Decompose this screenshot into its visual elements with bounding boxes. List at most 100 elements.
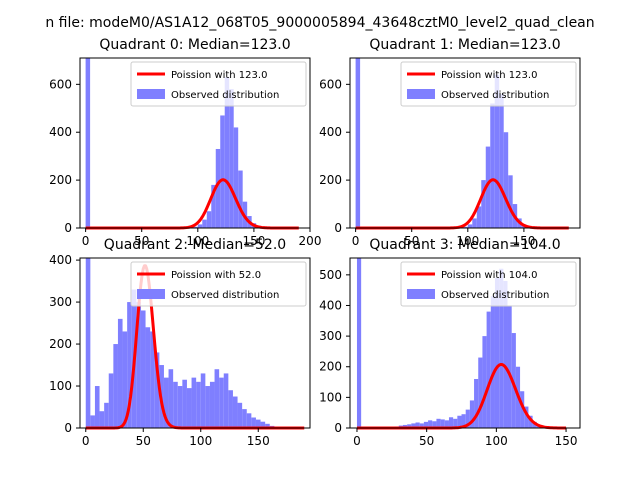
histogram-bar [94,386,100,428]
histogram-bar [415,422,420,428]
y-tick-label: 200 [319,173,342,187]
panel-2: 0 50 100 150 0 100 200 300 400 Poission with 52.0… [49,237,311,448]
panel-title: Quadrant 1: Median=123.0 [369,37,560,53]
panel-title: Quadrant 2: Median=52.0 [104,237,286,253]
histogram-bar [499,93,504,228]
histogram-bar [436,418,441,428]
legend-label-observed: Observed distribution [171,290,279,301]
histogram-bar [463,226,468,228]
histogram-bar [85,58,91,228]
histogram-bar [127,302,132,428]
histogram-bar [524,406,529,428]
x-tick-label: 100 [456,234,479,248]
y-tick-label: 300 [319,329,342,343]
histogram-bar [113,344,118,428]
y-tick-label: 600 [49,77,72,91]
histogram-bar [472,218,477,228]
histogram-bar [485,146,491,228]
histogram-bar [503,132,509,228]
histogram-bar [507,305,512,428]
x-tick-label: 100 [485,434,508,448]
histogram-bar [528,415,533,428]
legend-box [130,261,307,307]
histogram-bar [461,414,466,428]
histogram-bar [140,310,146,428]
histogram-bar [90,415,95,428]
histogram-bar [448,417,454,428]
x-tick-label: 0 [82,434,90,448]
histogram-bar [260,421,266,428]
y-tick-label: 200 [319,360,342,374]
legend-label-poisson: Poission with 123.0 [171,70,267,81]
histogram-bar [223,373,229,428]
legend-label-poisson: Poission with 104.0 [441,270,537,281]
x-tick-label: 150 [555,434,578,448]
poisson-fit-line [355,178,570,230]
histogram-bar [145,327,151,428]
histogram-bar [186,388,192,428]
legend-patch-swatch [407,89,435,99]
histogram-bar [465,409,470,428]
y-tick-label: 400 [49,125,72,139]
histogram-bar [242,409,247,428]
histogram-bars [355,58,531,229]
histogram-bar [238,170,243,228]
legend-label-observed: Observed distribution [441,90,549,101]
histogram-bar [200,373,206,428]
legend-patch-swatch [137,289,165,299]
histogram-bar [202,219,207,228]
y-tick-label: 200 [49,173,72,187]
histogram-bar [423,421,429,428]
legend-patch-swatch [137,89,165,99]
panel-title: Quadrant 0: Median=123.0 [99,37,290,53]
histogram-bar [499,268,504,428]
panel-title: Quadrant 3: Median=104.0 [369,237,560,253]
histogram-bar [486,311,491,428]
legend-box [130,61,307,107]
histogram-bar [182,379,187,428]
histogram-bar [255,419,261,428]
y-tick-label: 400 [319,125,342,139]
x-tick-label: 150 [247,434,270,448]
histogram-bar [168,369,174,428]
histogram-bar [428,420,433,428]
x-tick-label: 100 [189,434,212,448]
y-tick-label: 400 [319,298,342,312]
legend-box [400,261,577,307]
histogram-bar [196,381,201,428]
histogram-bar [482,336,487,428]
x-tick-label: 50 [136,434,151,448]
y-tick-label: 100 [319,390,342,404]
x-tick-label: 50 [134,234,149,248]
x-tick-label: 50 [404,234,419,248]
legend-label-poisson: Poission with 52.0 [171,270,261,281]
histogram-bar [104,402,109,428]
histogram-bar [494,277,500,428]
histogram-bar [193,226,198,228]
histogram-bar [136,302,141,428]
histogram-bar [478,357,483,428]
histogram-bar [237,402,243,428]
histogram-bar [232,396,238,428]
histogram-bar [457,415,462,428]
histogram-bar [211,184,216,228]
histogram-bar [173,381,178,428]
histogram-bar [228,390,233,428]
histogram-bar [150,331,155,428]
y-tick-label: 0 [64,421,72,435]
histogram-bar [117,318,123,428]
axes-frame [349,257,581,429]
histogram-bar [224,77,230,228]
histogram-bar [85,258,91,428]
x-tick-label: 0 [352,234,360,248]
poisson-fit-line [85,178,300,230]
histogram-bar [214,369,220,428]
histogram-bar [163,377,169,428]
histogram-bar [402,424,408,428]
histogram-bar [453,418,458,428]
histogram-bar [206,211,212,228]
histogram-bar [469,400,475,428]
y-tick-label: 300 [49,295,72,309]
histogram-bar [197,224,203,228]
